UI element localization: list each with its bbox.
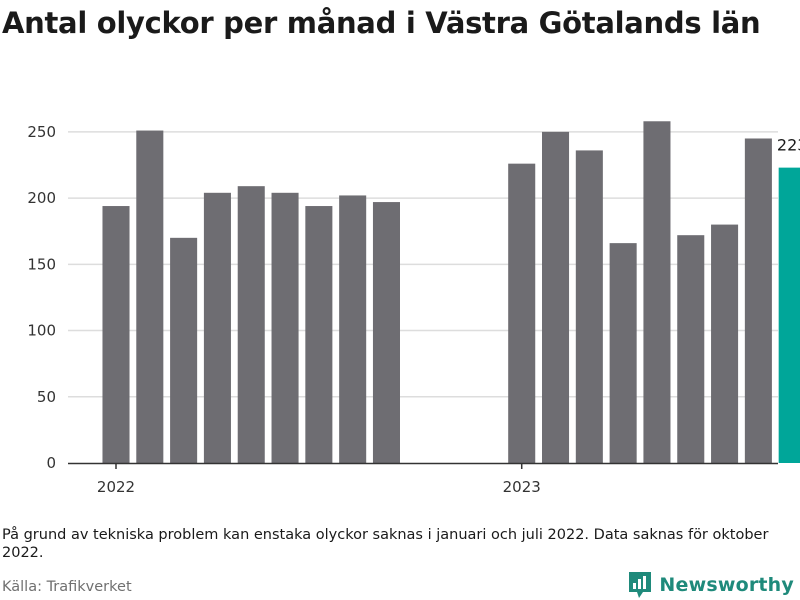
x-tick-label: 2022 [97, 478, 135, 496]
data-labels: 223 [777, 136, 800, 155]
x-axis-ticks: 2022 2023 [68, 462, 778, 496]
bar [508, 163, 536, 463]
bar [203, 192, 231, 464]
y-tick-label: 150 [27, 255, 56, 273]
bar [102, 206, 130, 463]
y-tick-label: 100 [27, 322, 56, 340]
bar [542, 131, 570, 463]
bar [711, 224, 739, 463]
newsworthy-logo-icon [629, 572, 652, 598]
y-tick-label: 200 [27, 189, 56, 207]
y-tick-label: 50 [37, 388, 56, 406]
bar [609, 243, 637, 463]
bar [305, 206, 333, 463]
bar [575, 150, 603, 463]
data-label: 223 [777, 136, 800, 155]
bar [271, 192, 299, 464]
brand-name: Newsworthy [659, 574, 794, 596]
y-tick-label: 0 [46, 454, 56, 472]
bar [677, 235, 705, 463]
footnote: På grund av tekniska problem kan enstaka… [2, 527, 769, 561]
bar [136, 130, 164, 463]
y-tick-label: 250 [27, 123, 56, 141]
bar [744, 138, 772, 463]
source-text: Källa: Trafikverket [2, 579, 132, 595]
bars [102, 121, 800, 464]
bar [237, 186, 265, 463]
bar [643, 121, 671, 463]
chart-title: Antal olyckor per månad i Västra Götalan… [2, 6, 761, 40]
bar [339, 195, 367, 463]
bar [372, 202, 400, 463]
bar [170, 237, 198, 463]
x-tick-label: 2023 [503, 478, 541, 496]
y-axis-ticks: 0 50 100 150 200 250 [27, 123, 56, 472]
bar [778, 167, 800, 463]
newsworthy-logo: Newsworthy [627, 570, 794, 600]
bar-chart: 223 0 50 100 150 200 250 2022 2023 [27, 121, 800, 496]
